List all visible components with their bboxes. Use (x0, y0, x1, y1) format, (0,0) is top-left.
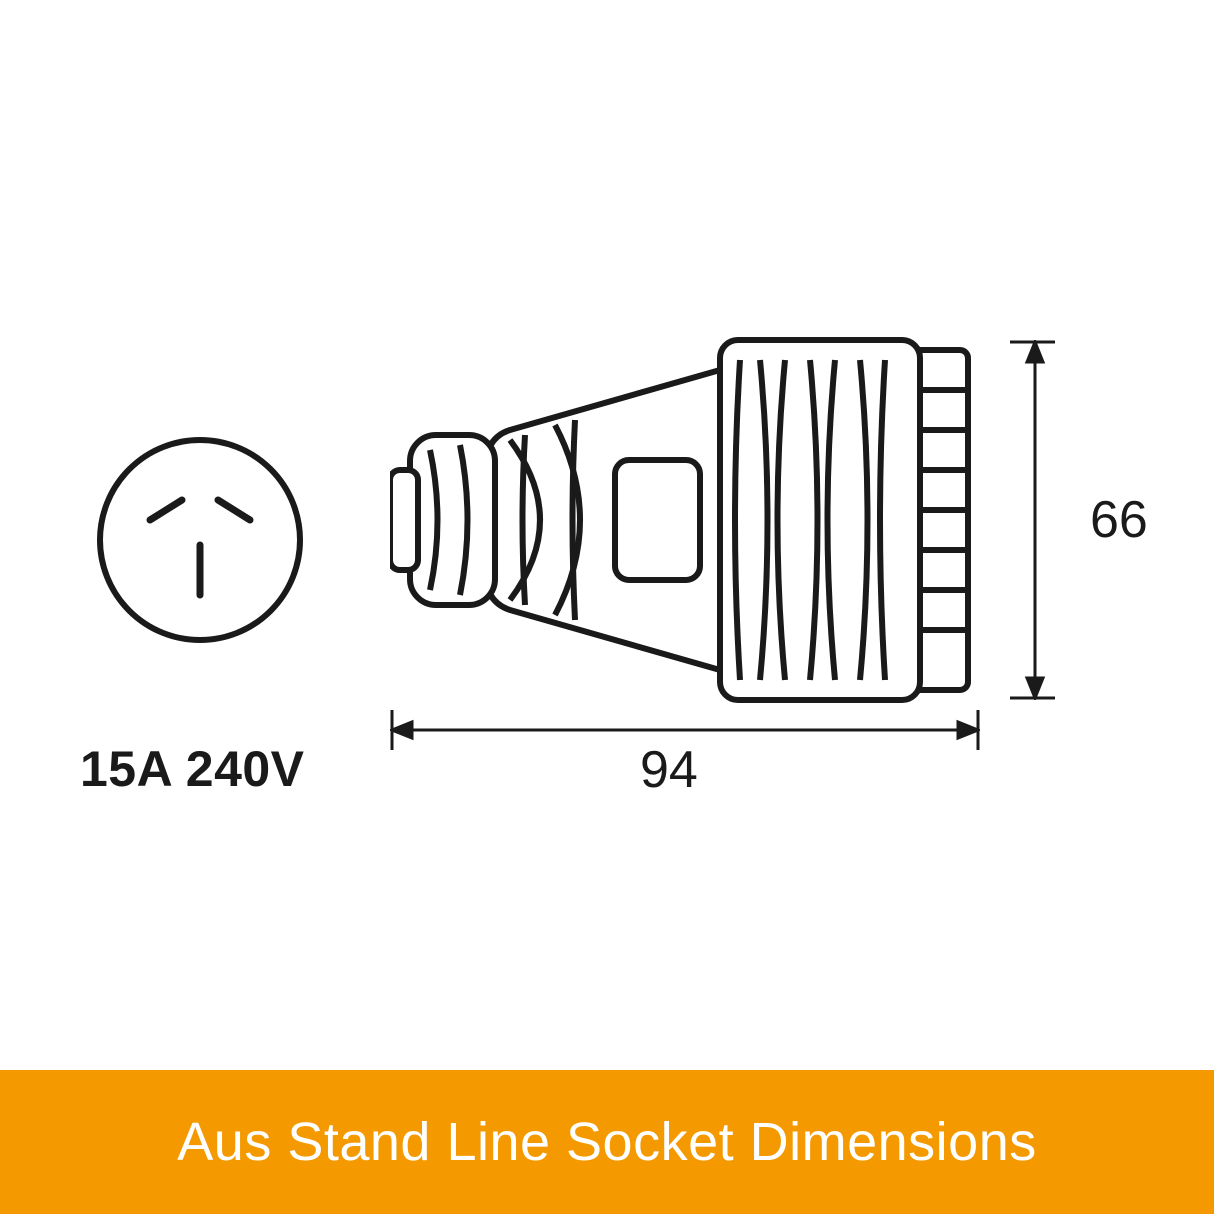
dimension-diameter-value: 66 (1090, 490, 1148, 550)
socket-side-view (390, 320, 990, 720)
diagram-title: Aus Stand Line Socket Dimensions (177, 1111, 1036, 1173)
socket-face-icon (90, 430, 310, 650)
diagram-canvas: 15A 240V (0, 0, 1214, 1070)
dimension-length-value: 94 (640, 740, 698, 800)
title-bar: Aus Stand Line Socket Dimensions (0, 1070, 1214, 1214)
rating-label: 15A 240V (80, 740, 305, 798)
dimension-diameter (1010, 340, 1070, 700)
